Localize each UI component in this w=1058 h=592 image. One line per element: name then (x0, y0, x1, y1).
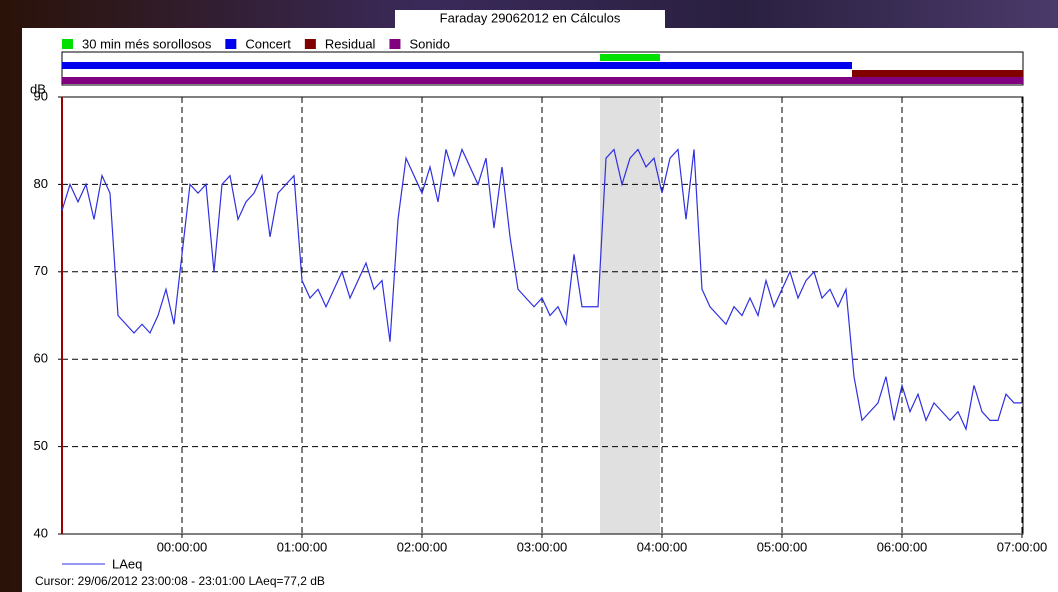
x-tick-label: 00:00:00 (157, 539, 208, 554)
cursor-text: Cursor: 29/06/2012 23:00:08 - 23:01:00 L… (35, 574, 325, 588)
chart-title: Faraday 29062012 en Cálculos (440, 10, 621, 25)
band-bar (852, 70, 1023, 77)
legend-swatch (305, 39, 316, 49)
legend-swatch (225, 39, 236, 49)
band-bar (62, 62, 852, 69)
highlight-region (600, 97, 660, 534)
legend-swatch (389, 39, 400, 49)
y-tick-label: 70 (34, 263, 48, 278)
x-tick-label: 04:00:00 (637, 539, 688, 554)
y-tick-label: 40 (34, 525, 48, 540)
x-tick-label: 03:00:00 (517, 539, 568, 554)
x-tick-label: 06:00:00 (877, 539, 928, 554)
x-tick-label: 05:00:00 (757, 539, 808, 554)
band-bar (62, 77, 1023, 84)
chart: Faraday 29062012 en Cálculos dB Cursor: … (0, 0, 1058, 592)
legend-swatch (62, 39, 73, 49)
y-tick-label: 60 (34, 351, 48, 366)
y-tick-label: 50 (34, 438, 48, 453)
y-tick-label: 80 (34, 176, 48, 191)
legend-label: Concert (245, 36, 291, 51)
band-bar (600, 54, 660, 61)
y-tick-label: 90 (34, 88, 48, 103)
legend-label: Residual (325, 36, 376, 51)
legend-label: Sonido (409, 36, 449, 51)
page: Faraday 29062012 en Cálculos dB Cursor: … (0, 0, 1058, 592)
legend-label: LAeq (112, 556, 142, 571)
panel (22, 28, 1058, 592)
x-tick-label: 01:00:00 (277, 539, 328, 554)
x-tick-label: 07:00:00 (997, 539, 1048, 554)
x-tick-label: 02:00:00 (397, 539, 448, 554)
legend-label: 30 min més sorollosos (82, 36, 212, 51)
